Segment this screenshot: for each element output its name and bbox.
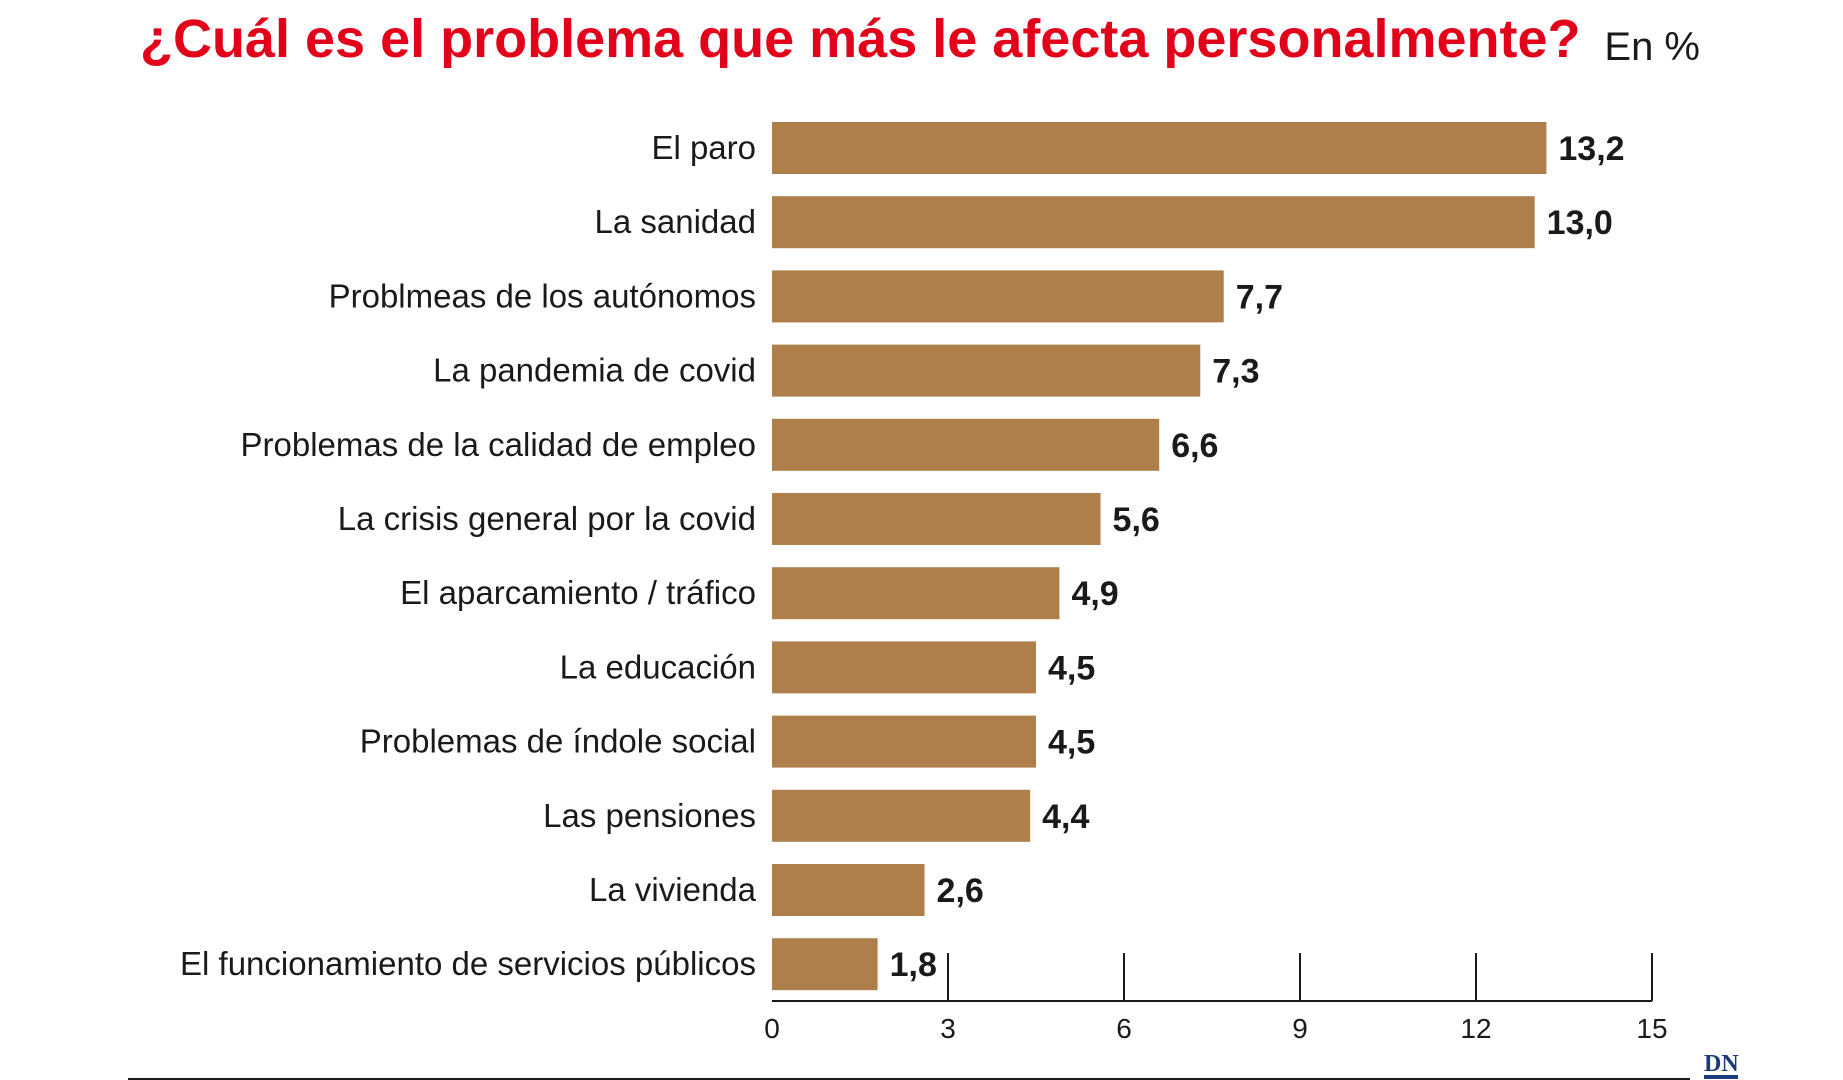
category-label: Problemas de la calidad de empleo <box>241 426 756 463</box>
category-label: El funcionamiento de servicios públicos <box>180 945 756 982</box>
bar-2 <box>772 196 1535 249</box>
category-label: La crisis general por la covid <box>338 500 756 537</box>
category-label: La vivienda <box>589 871 757 908</box>
bar-1 <box>772 122 1547 174</box>
category-label: El paro <box>651 129 756 166</box>
x-tick-label: 15 <box>1636 1013 1667 1044</box>
dn-logo: DN <box>1704 1051 1739 1079</box>
chart-title: ¿Cuál es el problema que más le afecta p… <box>140 9 1581 69</box>
category-label: El aparcamiento / tráfico <box>400 574 756 611</box>
bar-12 <box>772 938 878 991</box>
bars-group <box>772 122 1547 991</box>
x-tick-label: 3 <box>940 1013 956 1044</box>
value-label: 13,2 <box>1558 130 1624 168</box>
bar-3 <box>772 270 1224 323</box>
dn-logo-underline <box>1704 1075 1738 1079</box>
unit-label: En % <box>1604 25 1700 69</box>
bar-8 <box>772 641 1036 694</box>
value-label: 4,9 <box>1071 575 1118 613</box>
category-label: Problemas de índole social <box>360 723 756 760</box>
x-tick-label: 9 <box>1292 1013 1308 1044</box>
bar-5 <box>772 418 1160 471</box>
dn-logo-text: DN <box>1704 1051 1739 1077</box>
bar-9 <box>772 715 1036 768</box>
value-label: 4,4 <box>1042 798 1089 836</box>
value-label: 6,6 <box>1171 427 1218 465</box>
value-label: 5,6 <box>1113 501 1160 539</box>
bar-4 <box>772 344 1201 397</box>
category-label: Problmeas de los autónomos <box>329 277 756 314</box>
category-label: La sanidad <box>595 203 756 240</box>
category-label: Las pensiones <box>543 797 756 834</box>
x-tick-label: 12 <box>1460 1013 1491 1044</box>
value-label: 4,5 <box>1048 724 1095 762</box>
value-label: 4,5 <box>1048 649 1095 687</box>
bar-10 <box>772 789 1031 842</box>
x-axis-ticks: 0 3 6 9 12 15 <box>764 953 1668 1044</box>
value-label: 1,8 <box>890 946 937 984</box>
x-tick-label: 6 <box>1116 1013 1132 1044</box>
category-label: La pandemia de covid <box>433 352 756 389</box>
value-labels: 13,2 13,0 7,7 7,3 6,6 5,6 4,9 4,5 4,5 4,4 2,61,8 <box>890 130 1625 984</box>
value-label: 2,6 <box>937 872 984 910</box>
category-labels: El paro La sanidad Problmeas de los autóno… <box>180 129 757 982</box>
bar-6 <box>772 493 1101 545</box>
value-label: 13,0 <box>1547 204 1613 242</box>
category-label: La educación <box>560 648 756 685</box>
x-tick-label: 0 <box>764 1013 780 1044</box>
bar-7 <box>772 567 1060 620</box>
value-label: 7,7 <box>1236 278 1283 316</box>
bar-11 <box>772 864 925 916</box>
value-label: 7,3 <box>1212 353 1259 391</box>
